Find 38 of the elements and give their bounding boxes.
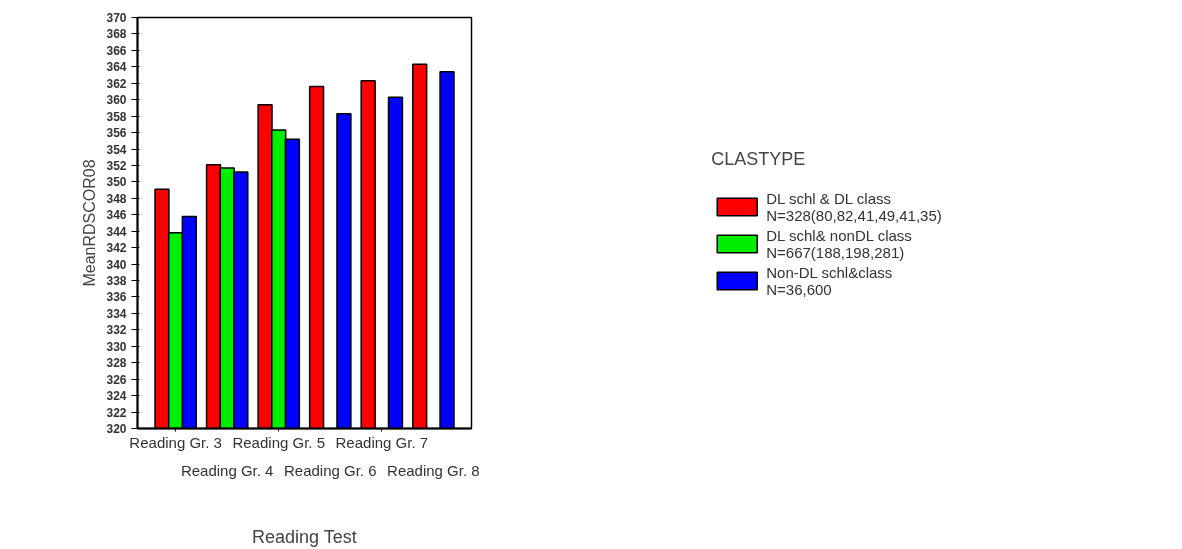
y-tick-label: 330 [106, 339, 127, 354]
y-tick-label: 364 [106, 60, 127, 75]
y-tick-label: 336 [106, 290, 127, 305]
y-tick-label: 350 [106, 175, 127, 190]
y-tick-label: 326 [106, 372, 127, 387]
y-tick-label: 360 [106, 93, 127, 108]
y-tick-label: 338 [106, 274, 127, 289]
y-tick-label: 370 [106, 11, 127, 25]
y-tick-label: 346 [106, 208, 127, 223]
y-tick-label: 342 [106, 241, 127, 256]
y-tick-label: 324 [106, 389, 127, 404]
y-axis-title: MeanRDSCOR08 [81, 159, 99, 287]
y-tick-label: 328 [106, 356, 127, 371]
x-tick-label: Reading Gr. 3 [129, 433, 222, 451]
x-tick-label: Reading Gr. 7 [335, 433, 429, 451]
legend-label: Non-DL schl&class N=36,600 [766, 263, 893, 297]
legend-label: DL schl & DL class N=328(80,82,41,49,41,35) [766, 189, 942, 223]
y-tick-label: 344 [106, 224, 127, 239]
y-tick-label: 332 [106, 323, 127, 338]
x-tick-label: Reading Gr. 4 [180, 461, 274, 479]
y-tick-label: 322 [106, 405, 127, 420]
y-tick-label: 348 [106, 191, 127, 206]
x-tick-label: Reading Gr. 5 [232, 433, 326, 451]
y-tick-label: 356 [106, 126, 127, 141]
legend-label: DL schl& nonDL class N=667(188,198,281) [766, 226, 912, 260]
legend-title: CLASTYPE [711, 148, 807, 169]
y-tick-label: 368 [106, 27, 127, 42]
x-tick-label: Reading Gr. 6 [283, 461, 377, 479]
y-tick-label: 320 [106, 422, 127, 436]
y-tick-label: 340 [106, 257, 127, 272]
y-tick-label: 366 [106, 43, 127, 58]
x-tick-label: Reading Gr. 8 [387, 461, 480, 479]
y-tick-label: 362 [106, 76, 127, 91]
y-tick-label: 358 [106, 109, 127, 124]
x-axis-title: Reading Test [251, 526, 357, 547]
y-tick-label: 334 [106, 306, 127, 321]
y-tick-label: 354 [106, 142, 127, 157]
y-tick-label: 352 [106, 158, 127, 173]
